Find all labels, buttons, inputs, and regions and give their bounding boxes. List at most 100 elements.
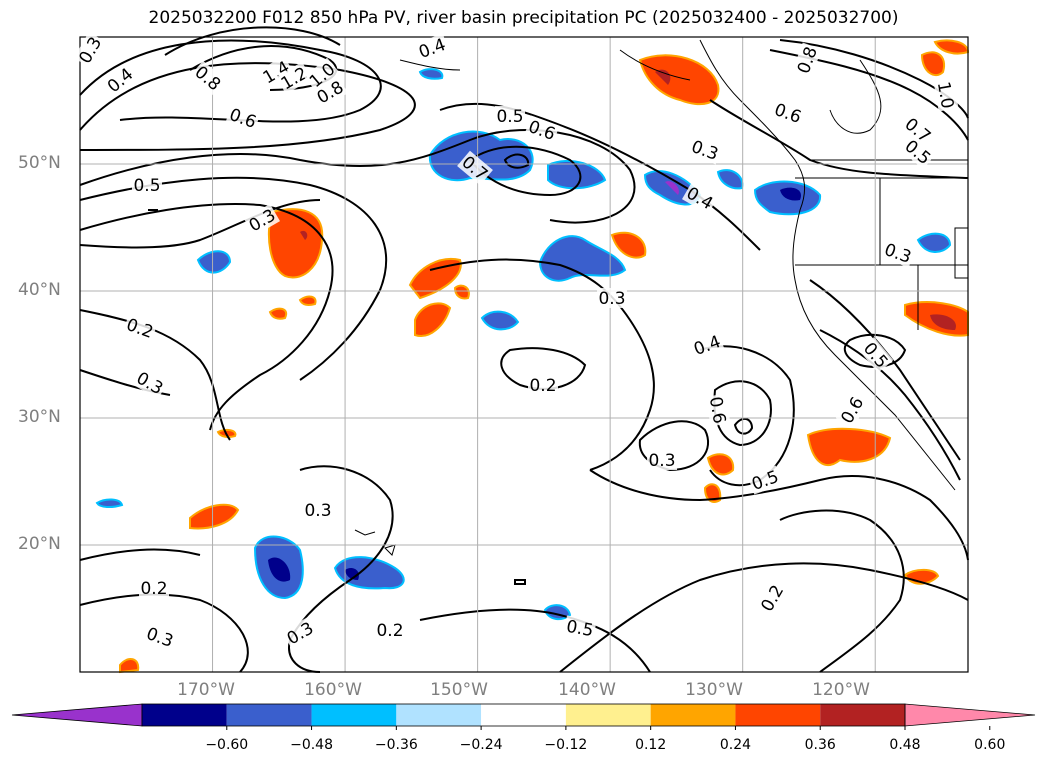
precip-patch: [538, 235, 627, 282]
contour-label-bg: [880, 238, 916, 268]
contour-label-bg: [647, 450, 677, 470]
map-panel: 0.30.4 0.8 1.41.21.00.80.6 0.5 0.60.30.4 0.80…: [73, 26, 970, 674]
lat-label: 20°N: [18, 534, 61, 554]
map-frame: [79, 36, 969, 673]
graticule: [80, 37, 968, 672]
colorbar-tick-label: 0.60: [974, 737, 1006, 753]
contour-label-bg: [457, 150, 493, 186]
contour-label-bg: [687, 135, 723, 165]
precip-patch: [703, 483, 722, 503]
contour-label-bg: [122, 313, 158, 343]
precip-patch: [196, 250, 232, 274]
precip-patch: [300, 230, 308, 240]
contour-label-bg: [73, 32, 107, 68]
contour-label: 0.3: [304, 501, 331, 521]
colorbar-extension-min: [11, 703, 143, 727]
contour-label-bg: [132, 366, 168, 400]
contour-label: 0.3: [648, 451, 675, 471]
colorbar-tick-label: −0.60: [205, 737, 249, 753]
contour-label-bg: [705, 393, 731, 427]
colorbar-segment: [481, 704, 566, 726]
contour-label-bg: [495, 106, 525, 126]
colorbar-tick-label: 0.24: [719, 737, 752, 753]
colorbar-frame: [141, 703, 906, 727]
lat-label: 40°N: [18, 280, 61, 300]
precip-patch: [119, 658, 140, 674]
contour-label-bg: [858, 337, 894, 373]
contour-label-bg: [139, 578, 169, 598]
colorbar-segment: [226, 704, 312, 726]
contour-label-bg: [835, 392, 869, 428]
coastline-layer: [354, 39, 969, 556]
contour-label: 0.2: [529, 376, 556, 396]
precip-patch: [610, 231, 647, 259]
precip-patch: [408, 257, 462, 300]
precip-patch: [333, 556, 405, 590]
contour-label-bg: [142, 622, 178, 652]
lon-label: 130°W: [685, 680, 743, 700]
precip-patch: [638, 54, 720, 106]
contour-label-bg: [563, 615, 597, 641]
colorbar-tick-label: −0.12: [544, 737, 588, 753]
precip-patch: [665, 181, 679, 195]
colorbar-tick-label: 0.48: [889, 737, 921, 753]
precip-patch: [298, 295, 317, 306]
lon-label: 160°W: [304, 680, 362, 700]
contour-label-bg: [303, 500, 333, 520]
colorbar-segment: [311, 704, 397, 726]
lon-label: 140°W: [558, 680, 616, 700]
precip-patch: [95, 498, 124, 509]
lat-label: 30°N: [18, 407, 61, 427]
precip-patch: [453, 284, 470, 300]
contour-label-bg: [102, 62, 138, 98]
contour-label-bg: [304, 57, 340, 93]
precip-fill-layer: [95, 39, 970, 674]
contour-label-bg: [682, 181, 718, 215]
contour-label: 0.2: [140, 579, 167, 599]
precip-patch: [920, 51, 946, 77]
contour-label-bg: [282, 616, 318, 650]
contour-label: 0.6: [705, 395, 729, 425]
contour-label-bg: [276, 61, 312, 95]
contour-label-bg: [900, 112, 936, 148]
precip-patch: [267, 208, 324, 279]
precip-patch: [806, 427, 892, 466]
contour-label-bg: [375, 620, 405, 640]
colorbar-extension-max: [904, 703, 1036, 727]
contour-label: 0.5: [859, 339, 892, 373]
contour-label: 0.5: [133, 176, 160, 196]
colorbar-tick-label: −0.48: [290, 737, 333, 753]
precip-patch: [428, 130, 534, 182]
colorbar-segment: [396, 704, 482, 726]
lon-label: 120°W: [812, 680, 870, 700]
colorbar-tick-label: 0.12: [635, 737, 667, 753]
precip-patch: [780, 187, 801, 201]
contour-label: 0.5: [496, 107, 523, 127]
contour-label-bg: [225, 103, 261, 133]
colorbar-tick-label: −0.24: [459, 737, 503, 753]
precip-patch: [268, 307, 288, 320]
contour-label: 0.3: [133, 368, 166, 399]
colorbar-segment: [650, 704, 736, 726]
colorbar-tick-label: −0.36: [374, 737, 418, 753]
precip-patch: [716, 169, 744, 190]
lon-label: 150°W: [430, 680, 488, 700]
contour-label-bg: [755, 580, 789, 616]
contour-label-bg: [933, 78, 959, 112]
contour-label: 1.0: [933, 80, 957, 110]
colorbar-segment: [565, 704, 651, 726]
contour-label-bg: [190, 60, 226, 96]
contour-label-bg: [597, 288, 627, 308]
colorbar: [11, 703, 1036, 730]
precip-patch: [418, 68, 444, 80]
contour-label-bg: [132, 175, 162, 195]
colorbar-tick-label: 0.36: [804, 737, 836, 753]
precip-patch: [268, 557, 291, 582]
contour-label: 0.4: [104, 64, 138, 97]
contour-label-bg: [689, 330, 725, 360]
precip-patch: [933, 39, 970, 55]
contour-label-bg: [792, 42, 822, 78]
colorbar-segment: [735, 704, 821, 726]
contour-labels: 0.30.4 0.8 1.41.21.00.80.6 0.5 0.60.30.4 0.80…: [73, 32, 959, 652]
precip-patch: [189, 503, 240, 530]
